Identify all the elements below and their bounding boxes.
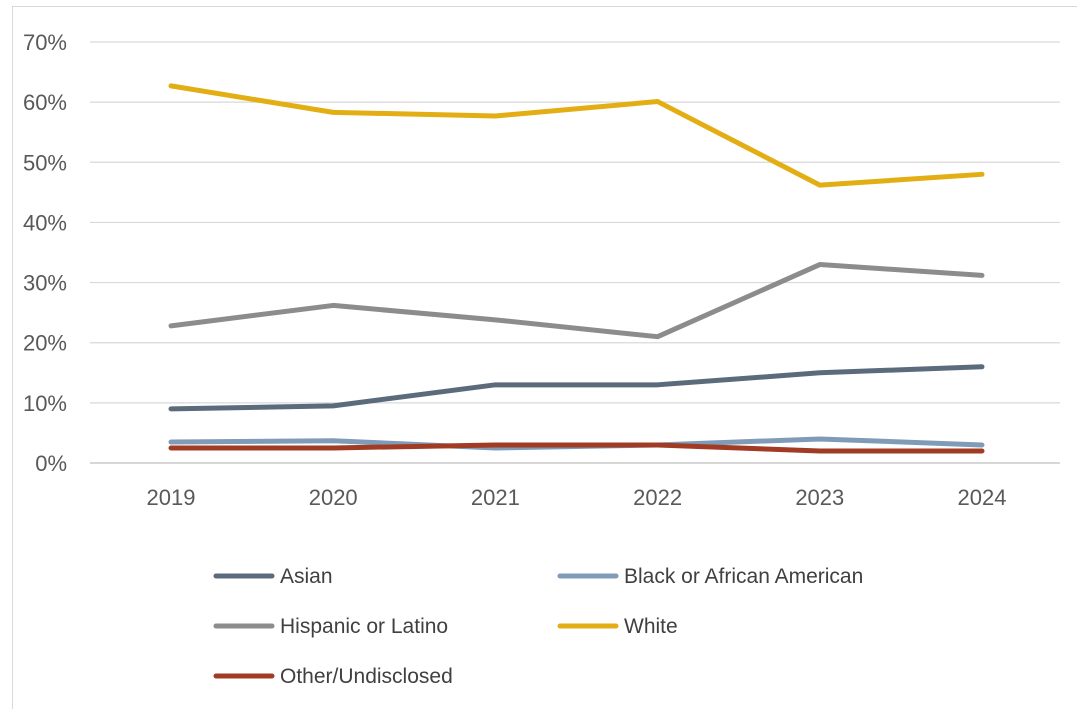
series-line-white (168, 83, 985, 188)
y-tick-label: 0% (35, 451, 67, 476)
x-tick-label: 2022 (633, 485, 682, 510)
series-lines (168, 83, 985, 454)
x-axis-ticks: 2019 2020 2021 2022 2023 2024 (147, 485, 1007, 510)
y-tick-label: 40% (23, 210, 67, 235)
legend: Asian Black or African American Hispanic o… (213, 565, 863, 688)
legend-label: Hispanic or Latino (280, 615, 448, 638)
y-axis-ticks: 0% 10% 20% 30% 40% 50% 60% 70% (23, 30, 67, 476)
y-tick-label: 70% (23, 30, 67, 55)
x-tick-label: 2024 (958, 485, 1007, 510)
series-line-asian (168, 364, 985, 412)
y-tick-label: 30% (23, 271, 67, 296)
x-tick-label: 2020 (309, 485, 358, 510)
y-tick-label: 50% (23, 150, 67, 175)
legend-label: Asian (280, 565, 333, 588)
chart-frame (12, 6, 1077, 709)
legend-label: Other/Undisclosed (280, 665, 453, 688)
x-tick-label: 2019 (147, 485, 196, 510)
series-line-hispanic-or-latino (168, 262, 985, 340)
series-line-other-undisclosed (168, 442, 985, 454)
gridlines (90, 41, 1060, 464)
x-tick-label: 2021 (471, 485, 520, 510)
y-tick-label: 60% (23, 90, 67, 115)
x-tick-label: 2023 (795, 485, 844, 510)
y-tick-label: 10% (23, 391, 67, 416)
legend-label: White (624, 615, 678, 638)
legend-label: Black or African American (624, 565, 863, 588)
y-tick-label: 20% (23, 331, 67, 356)
